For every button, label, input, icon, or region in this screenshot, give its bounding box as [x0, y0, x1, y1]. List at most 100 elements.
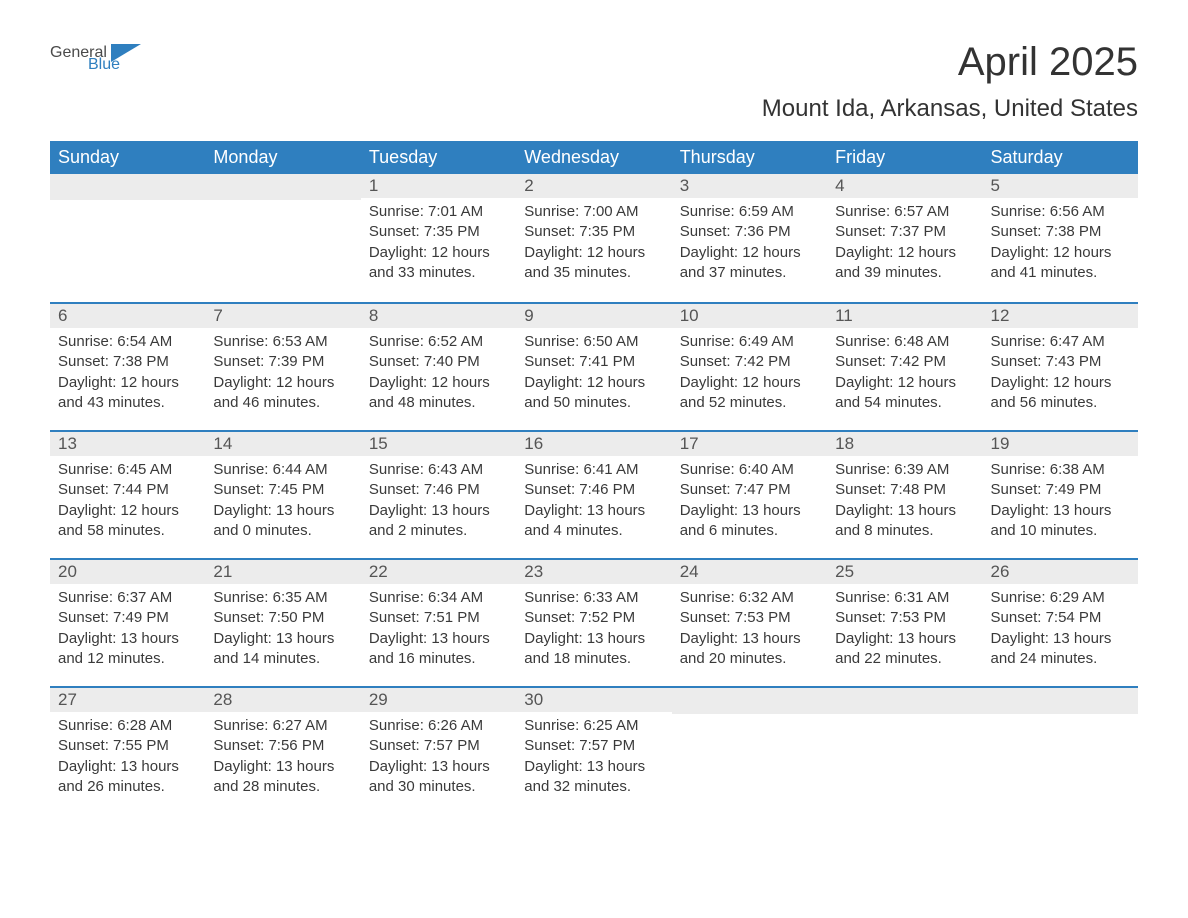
calendar-cell: 22Sunrise: 6:34 AMSunset: 7:51 PMDayligh…: [361, 558, 516, 686]
calendar-week-row: 6Sunrise: 6:54 AMSunset: 7:38 PMDaylight…: [50, 302, 1138, 430]
day-number: 24: [672, 558, 827, 584]
sunrise-text: Sunrise: 6:47 AM: [991, 332, 1130, 352]
calendar-cell: [672, 686, 827, 814]
daylight-text: Daylight: 13 hours and 8 minutes.: [835, 501, 974, 542]
day-number: 21: [205, 558, 360, 584]
day-number: 19: [983, 430, 1138, 456]
day-details: Sunrise: 6:35 AMSunset: 7:50 PMDaylight:…: [205, 584, 360, 679]
calendar-cell: 28Sunrise: 6:27 AMSunset: 7:56 PMDayligh…: [205, 686, 360, 814]
sunset-text: Sunset: 7:56 PM: [213, 736, 352, 756]
sunrise-text: Sunrise: 7:01 AM: [369, 202, 508, 222]
sunrise-text: Sunrise: 6:50 AM: [524, 332, 663, 352]
sunrise-text: Sunrise: 6:57 AM: [835, 202, 974, 222]
sunset-text: Sunset: 7:51 PM: [369, 608, 508, 628]
calendar-cell: 7Sunrise: 6:53 AMSunset: 7:39 PMDaylight…: [205, 302, 360, 430]
day-number: 27: [50, 686, 205, 712]
sunset-text: Sunset: 7:49 PM: [991, 480, 1130, 500]
day-number: 5: [983, 174, 1138, 198]
calendar-cell: 5Sunrise: 6:56 AMSunset: 7:38 PMDaylight…: [983, 174, 1138, 302]
daylight-text: Daylight: 12 hours and 50 minutes.: [524, 373, 663, 414]
sunset-text: Sunset: 7:53 PM: [680, 608, 819, 628]
sunrise-text: Sunrise: 6:49 AM: [680, 332, 819, 352]
daylight-text: Daylight: 13 hours and 12 minutes.: [58, 629, 197, 670]
calendar-cell: 25Sunrise: 6:31 AMSunset: 7:53 PMDayligh…: [827, 558, 982, 686]
day-details: Sunrise: 6:53 AMSunset: 7:39 PMDaylight:…: [205, 328, 360, 423]
daylight-text: Daylight: 12 hours and 37 minutes.: [680, 243, 819, 284]
sunrise-text: Sunrise: 6:26 AM: [369, 716, 508, 736]
sunrise-text: Sunrise: 6:35 AM: [213, 588, 352, 608]
calendar-cell: 15Sunrise: 6:43 AMSunset: 7:46 PMDayligh…: [361, 430, 516, 558]
sunset-text: Sunset: 7:55 PM: [58, 736, 197, 756]
sunset-text: Sunset: 7:35 PM: [369, 222, 508, 242]
day-details: Sunrise: 6:45 AMSunset: 7:44 PMDaylight:…: [50, 456, 205, 551]
day-number: 28: [205, 686, 360, 712]
day-number: [983, 686, 1138, 714]
logo: General Blue: [50, 40, 141, 74]
day-details: Sunrise: 7:01 AMSunset: 7:35 PMDaylight:…: [361, 198, 516, 293]
sunset-text: Sunset: 7:47 PM: [680, 480, 819, 500]
sunrise-text: Sunrise: 6:54 AM: [58, 332, 197, 352]
calendar-cell: 2Sunrise: 7:00 AMSunset: 7:35 PMDaylight…: [516, 174, 671, 302]
daylight-text: Daylight: 12 hours and 56 minutes.: [991, 373, 1130, 414]
title-block: April 2025 Mount Ida, Arkansas, United S…: [762, 40, 1138, 123]
daylight-text: Daylight: 12 hours and 43 minutes.: [58, 373, 197, 414]
page-header: General Blue April 2025 Mount Ida, Arkan…: [50, 40, 1138, 123]
sunrise-text: Sunrise: 6:33 AM: [524, 588, 663, 608]
day-number: [50, 174, 205, 200]
sunset-text: Sunset: 7:45 PM: [213, 480, 352, 500]
calendar-week-row: 1Sunrise: 7:01 AMSunset: 7:35 PMDaylight…: [50, 174, 1138, 302]
day-details: Sunrise: 6:48 AMSunset: 7:42 PMDaylight:…: [827, 328, 982, 423]
daylight-text: Daylight: 12 hours and 58 minutes.: [58, 501, 197, 542]
sunset-text: Sunset: 7:48 PM: [835, 480, 974, 500]
daylight-text: Daylight: 13 hours and 30 minutes.: [369, 757, 508, 798]
sunrise-text: Sunrise: 6:38 AM: [991, 460, 1130, 480]
sunset-text: Sunset: 7:41 PM: [524, 352, 663, 372]
day-number: 29: [361, 686, 516, 712]
sunrise-text: Sunrise: 6:41 AM: [524, 460, 663, 480]
calendar-cell: 21Sunrise: 6:35 AMSunset: 7:50 PMDayligh…: [205, 558, 360, 686]
sunset-text: Sunset: 7:36 PM: [680, 222, 819, 242]
daylight-text: Daylight: 13 hours and 24 minutes.: [991, 629, 1130, 670]
daylight-text: Daylight: 13 hours and 0 minutes.: [213, 501, 352, 542]
day-details: Sunrise: 6:32 AMSunset: 7:53 PMDaylight:…: [672, 584, 827, 679]
flag-icon: [111, 44, 141, 62]
day-number: 1: [361, 174, 516, 198]
sunset-text: Sunset: 7:35 PM: [524, 222, 663, 242]
calendar-cell: [983, 686, 1138, 814]
sunset-text: Sunset: 7:40 PM: [369, 352, 508, 372]
sunrise-text: Sunrise: 6:29 AM: [991, 588, 1130, 608]
daylight-text: Daylight: 12 hours and 41 minutes.: [991, 243, 1130, 284]
day-number: 18: [827, 430, 982, 456]
day-details: Sunrise: 6:39 AMSunset: 7:48 PMDaylight:…: [827, 456, 982, 551]
calendar-cell: 10Sunrise: 6:49 AMSunset: 7:42 PMDayligh…: [672, 302, 827, 430]
daylight-text: Daylight: 13 hours and 28 minutes.: [213, 757, 352, 798]
day-number: 2: [516, 174, 671, 198]
sunset-text: Sunset: 7:54 PM: [991, 608, 1130, 628]
sunrise-text: Sunrise: 6:40 AM: [680, 460, 819, 480]
day-number: 15: [361, 430, 516, 456]
sunrise-text: Sunrise: 6:45 AM: [58, 460, 197, 480]
day-details: Sunrise: 6:54 AMSunset: 7:38 PMDaylight:…: [50, 328, 205, 423]
day-details: Sunrise: 6:59 AMSunset: 7:36 PMDaylight:…: [672, 198, 827, 293]
col-thursday: Thursday: [672, 141, 827, 174]
day-number: [205, 174, 360, 200]
calendar-cell: 24Sunrise: 6:32 AMSunset: 7:53 PMDayligh…: [672, 558, 827, 686]
daylight-text: Daylight: 13 hours and 32 minutes.: [524, 757, 663, 798]
day-number: 3: [672, 174, 827, 198]
sunset-text: Sunset: 7:43 PM: [991, 352, 1130, 372]
sunrise-text: Sunrise: 6:32 AM: [680, 588, 819, 608]
calendar-cell: 16Sunrise: 6:41 AMSunset: 7:46 PMDayligh…: [516, 430, 671, 558]
sunrise-text: Sunrise: 6:44 AM: [213, 460, 352, 480]
daylight-text: Daylight: 12 hours and 35 minutes.: [524, 243, 663, 284]
calendar-cell: 23Sunrise: 6:33 AMSunset: 7:52 PMDayligh…: [516, 558, 671, 686]
col-wednesday: Wednesday: [516, 141, 671, 174]
month-title: April 2025: [762, 40, 1138, 85]
calendar-cell: 13Sunrise: 6:45 AMSunset: 7:44 PMDayligh…: [50, 430, 205, 558]
day-details: Sunrise: 6:27 AMSunset: 7:56 PMDaylight:…: [205, 712, 360, 807]
day-number: [672, 686, 827, 714]
day-number: 16: [516, 430, 671, 456]
calendar-cell: 18Sunrise: 6:39 AMSunset: 7:48 PMDayligh…: [827, 430, 982, 558]
day-number: 12: [983, 302, 1138, 328]
day-number: 17: [672, 430, 827, 456]
day-number: 8: [361, 302, 516, 328]
